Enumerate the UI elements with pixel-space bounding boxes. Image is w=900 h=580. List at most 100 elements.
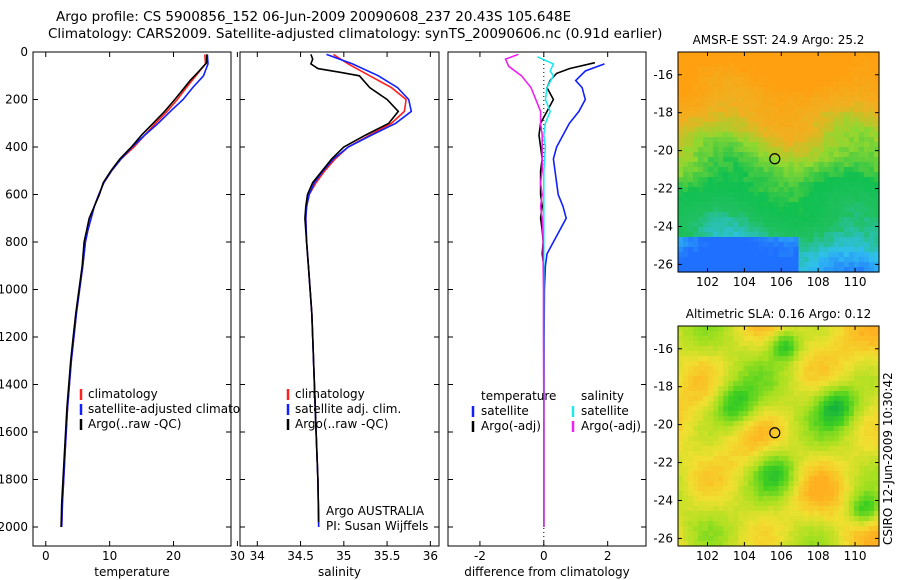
- map-cell: [808, 202, 815, 208]
- map-cell: [808, 461, 815, 467]
- map-cell: [733, 506, 739, 512]
- map-cell: [758, 242, 765, 248]
- map-cell: [743, 331, 749, 337]
- map-cell: [843, 172, 850, 178]
- map-cell: [838, 132, 845, 138]
- map-cell: [813, 212, 820, 218]
- map-cell: [838, 107, 845, 113]
- map-cell: [728, 361, 734, 367]
- map-cell: [733, 331, 739, 337]
- map-cell: [853, 72, 860, 78]
- map-cell: [718, 107, 724, 113]
- y-tick-label: 1800: [0, 473, 28, 487]
- map-cell: [818, 112, 825, 118]
- map-cell: [813, 77, 820, 83]
- map-cell: [768, 451, 775, 457]
- map-cell: [798, 411, 805, 417]
- map-cell: [718, 197, 724, 203]
- map-cell: [833, 102, 840, 108]
- map-cell: [793, 177, 800, 183]
- map-cell: [798, 247, 805, 253]
- map-cell: [678, 177, 684, 183]
- map-cell: [868, 232, 875, 238]
- map-cell: [723, 361, 729, 367]
- map-cell: [868, 446, 875, 452]
- map-cell: [738, 202, 744, 208]
- map-cell: [833, 197, 840, 203]
- map-cell: [788, 491, 795, 497]
- map-cell: [743, 491, 749, 497]
- map-cell: [763, 421, 770, 427]
- map-cell: [858, 421, 865, 427]
- map-cell: [843, 441, 850, 447]
- map-cell: [828, 97, 835, 103]
- map-cell: [843, 496, 850, 502]
- map-cell: [833, 207, 840, 213]
- map-cell: [728, 491, 734, 497]
- map-cell: [743, 326, 749, 332]
- map-cell: [688, 481, 694, 487]
- legend-label: satellite-adjusted climatology: [88, 402, 266, 416]
- map-cell: [843, 501, 850, 507]
- map-cell: [838, 62, 845, 68]
- map-cell: [773, 67, 780, 73]
- map-cell: [738, 491, 744, 497]
- map-cell: [788, 222, 795, 228]
- map-cell: [803, 52, 810, 58]
- map-cell: [853, 132, 860, 138]
- map-cell: [868, 371, 875, 377]
- map-cell: [708, 356, 714, 362]
- map-cell: [848, 501, 855, 507]
- map-cell: [818, 426, 825, 432]
- map-cell: [823, 207, 830, 213]
- map-cell: [683, 426, 689, 432]
- map-cell: [738, 212, 744, 218]
- map-cell: [853, 117, 860, 123]
- map-cell: [838, 227, 845, 233]
- map-cell: [808, 331, 815, 337]
- map-cell: [788, 167, 795, 173]
- map-cell: [873, 531, 880, 537]
- map-cell: [828, 232, 835, 238]
- map-cell: [693, 52, 699, 58]
- map-cell: [678, 406, 684, 412]
- map-cell: [828, 247, 835, 253]
- map-cell: [783, 52, 790, 58]
- map-cell: [738, 237, 744, 243]
- map-cell: [693, 107, 699, 113]
- map-cell: [803, 157, 810, 163]
- legend-label: Argo(..raw -QC): [295, 417, 388, 431]
- map-cell: [803, 411, 810, 417]
- map-cell: [688, 371, 694, 377]
- map-cell: [708, 541, 714, 547]
- map-cell: [728, 451, 734, 457]
- map-cell: [768, 247, 775, 253]
- map-cell: [703, 52, 709, 58]
- map-cell: [678, 411, 684, 417]
- map-cell: [848, 112, 855, 118]
- map-cell: [833, 142, 840, 148]
- map-cell: [698, 361, 704, 367]
- map-cell: [828, 346, 835, 352]
- map-cell: [808, 207, 815, 213]
- map-cell: [693, 536, 699, 542]
- map-cell: [858, 496, 865, 502]
- map-cell: [808, 132, 815, 138]
- map-cell: [858, 526, 865, 532]
- map-cell: [838, 242, 845, 248]
- map-cell: [733, 137, 739, 143]
- map-cell: [728, 107, 734, 113]
- map-cell: [693, 127, 699, 133]
- map-cell: [733, 117, 739, 123]
- map-cell: [858, 257, 865, 263]
- map-cell: [793, 426, 800, 432]
- map-cell: [698, 157, 704, 163]
- map-cell: [853, 476, 860, 482]
- map-cell: [783, 112, 790, 118]
- map-cell: [713, 451, 719, 457]
- map-cell: [713, 152, 719, 158]
- map-cell: [708, 431, 714, 437]
- map-cell: [768, 496, 775, 502]
- map-cell: [788, 92, 795, 98]
